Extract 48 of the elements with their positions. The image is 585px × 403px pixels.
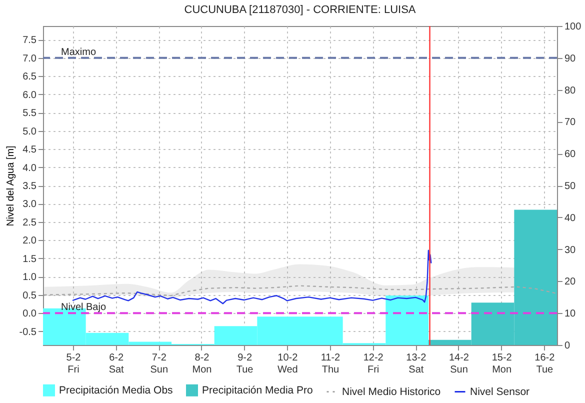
y-tick-label: 4.5	[22, 144, 37, 156]
x-tick-label: 11-2 Thu	[320, 352, 341, 376]
y-tick-label: 1.0	[22, 272, 37, 284]
x-tick-label: 10-2 Wed	[277, 352, 298, 376]
x-tick-label: 14-2 Sun	[448, 352, 470, 376]
y-tick-label: 0.0	[22, 308, 37, 320]
x-tick-label: 5-2 Fri	[66, 352, 82, 376]
y-tick-label: 3.0	[22, 199, 37, 210]
y2-tick-label: 10	[564, 308, 576, 320]
y2-tick-label: 60	[564, 149, 576, 160]
y-tick-label: 5.0	[22, 126, 37, 138]
y-tick-label: 2.5	[22, 217, 37, 228]
y-tick-label: -0.5	[19, 326, 37, 338]
x-tick-label: 6-2 Sat	[108, 352, 124, 376]
y2-tick-label: 100	[564, 22, 582, 32]
y2-tick-label: 70	[564, 117, 576, 128]
y-tick-label: 6.0	[22, 90, 37, 101]
x-tick-label: 12-2 Fri	[363, 352, 384, 376]
chart-title: CUCUNUBA [21187030] - CORRIENTE: LUISA	[184, 4, 416, 16]
y2-tick-label: 30	[564, 244, 576, 256]
y-tick-label: 6.5	[22, 72, 37, 83]
y-tick-label: 7.0	[22, 53, 37, 64]
y2-tick-label: 20	[564, 276, 576, 288]
y2-tick-label: 90	[564, 53, 576, 64]
y2-tick-label: 50	[564, 181, 576, 192]
y-tick-label: 2.0	[22, 236, 37, 247]
y-tick-label: 1.5	[22, 254, 37, 265]
y-axis-title: Nivel del Agua [m]	[5, 145, 16, 226]
y2-tick-label: 40	[564, 212, 576, 224]
y-tick-label: 7.5	[22, 35, 37, 46]
ref-line-label: Maximo	[61, 46, 96, 58]
y-tick-label: 5.5	[22, 108, 37, 120]
x-tick-label: 8-2 Mon	[192, 352, 212, 376]
x-tick-label: 15-2 Mon	[492, 352, 512, 376]
legend-label: Precipitación Media Obs	[59, 384, 173, 396]
legend-label: Nivel Sensor	[470, 386, 530, 398]
ref-line-label: Nivel Bajo	[61, 302, 106, 314]
y-tick-label: 0.5	[22, 290, 37, 302]
y-tick-label: 4.0	[22, 162, 37, 174]
y2-tick-label: 80	[564, 85, 576, 96]
x-tick-label: 16-2 Tue	[534, 352, 556, 376]
legend-label: Nivel Medio Historico	[342, 386, 441, 398]
y2-tick-label: 0	[564, 340, 570, 352]
x-tick-label: 7-2 Sun	[150, 352, 168, 376]
x-tick-label: 13-2 Sat	[406, 352, 427, 376]
y-tick-label: 3.5	[22, 181, 37, 192]
legend-label: Precipitación Media Pro	[202, 384, 314, 396]
x-tick-label: 9-2 Tue	[236, 352, 254, 376]
